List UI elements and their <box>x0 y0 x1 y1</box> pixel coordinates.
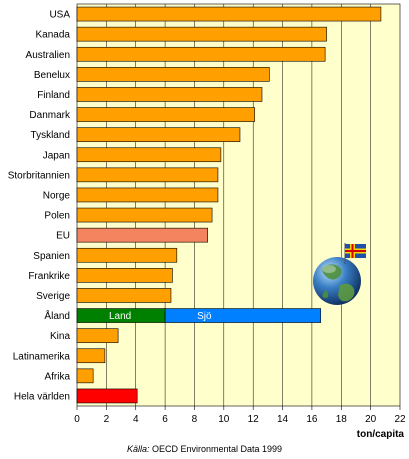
aland-flag-icon <box>344 243 366 264</box>
x-tick-label: 10 <box>218 414 230 425</box>
bar <box>76 167 219 183</box>
category-label: Benelux <box>34 70 70 81</box>
bar <box>76 288 172 303</box>
category-label: EU <box>56 231 70 242</box>
category-label: Latinamerika <box>13 351 71 362</box>
category-label: USA <box>49 10 70 21</box>
bar <box>76 87 263 102</box>
bar <box>76 348 106 364</box>
x-tick-label: 14 <box>277 414 289 425</box>
bars: Land Sjö <box>76 6 382 404</box>
source-label: Källa: <box>126 444 150 454</box>
bar <box>76 107 255 122</box>
globe-icon <box>313 257 361 305</box>
category-label: Tyskland <box>31 130 70 141</box>
category-label: Hela världen <box>14 391 70 402</box>
x-tick-label: 0 <box>74 414 80 425</box>
bar <box>76 26 327 42</box>
bar <box>76 67 270 82</box>
bar <box>76 207 213 223</box>
plot-background <box>76 3 401 407</box>
x-tick-label: 20 <box>365 414 377 425</box>
bar <box>76 268 173 283</box>
x-tick-label: 18 <box>336 414 348 425</box>
segment-label: Sjö <box>197 311 212 322</box>
x-tick-label: 12 <box>248 414 260 425</box>
bar <box>76 187 219 203</box>
category-label: Kina <box>50 331 70 342</box>
bar <box>76 368 94 384</box>
x-axis-unit-label: ton/capita <box>357 429 405 440</box>
category-label: Storbritannien <box>8 170 70 181</box>
x-tick-label: 22 <box>394 414 406 425</box>
bar <box>76 388 138 404</box>
category-label: Norge <box>43 190 71 201</box>
category-label: Australien <box>26 50 70 61</box>
category-label: Kanada <box>36 30 71 41</box>
bar <box>76 6 382 22</box>
segment-label: Land <box>109 311 131 322</box>
x-tick-label: 2 <box>104 414 110 425</box>
category-labels: USA Kanada Australien Benelux Finland Danmark… <box>8 10 71 403</box>
x-tick-label: 8 <box>192 414 198 425</box>
category-label: Danmark <box>29 110 71 121</box>
bar <box>76 247 178 263</box>
bar <box>76 147 222 163</box>
x-tick-label: 16 <box>306 414 318 425</box>
bar <box>76 46 326 62</box>
bar <box>76 227 208 243</box>
bar <box>76 328 119 343</box>
category-label: Finland <box>37 90 70 101</box>
category-label: Sverige <box>36 291 70 302</box>
x-tick-label: 6 <box>162 414 168 425</box>
category-label: Spanien <box>33 251 70 262</box>
source-note: Källa: OECD Environmental Data 1999 <box>0 444 409 454</box>
category-label: Japan <box>43 150 70 161</box>
category-label: Åland <box>44 309 70 322</box>
source-text: OECD Environmental Data 1999 <box>151 444 283 454</box>
x-axis-ticks: 0 2 4 6 8 10 12 14 16 18 20 22 <box>74 406 406 425</box>
x-tick-label: 4 <box>133 414 139 425</box>
bar-segment <box>164 308 322 323</box>
category-label: Polen <box>44 211 70 222</box>
category-label: Frankrike <box>28 271 70 282</box>
category-label: Afrika <box>44 371 70 382</box>
bar <box>76 127 241 142</box>
